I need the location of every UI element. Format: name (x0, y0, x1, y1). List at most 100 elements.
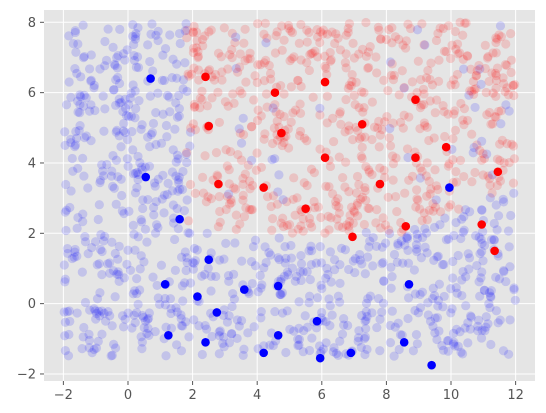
background-point-red (294, 38, 304, 48)
background-point-red (440, 131, 450, 142)
background-point-red (346, 81, 356, 91)
background-point-blue (477, 238, 487, 248)
background-point-red (189, 63, 199, 73)
background-point-red (312, 25, 322, 35)
background-point-red (491, 83, 501, 93)
background-point-red (375, 130, 385, 140)
background-point-red (193, 51, 203, 62)
background-point-blue (470, 102, 480, 113)
background-point-red (352, 200, 362, 210)
background-point-blue (100, 61, 110, 71)
background-point-blue (446, 308, 456, 318)
background-point-red (184, 71, 194, 81)
background-point-red (419, 40, 429, 50)
background-point-blue (140, 162, 150, 172)
blue-data-point (445, 183, 454, 192)
background-point-red (295, 130, 305, 141)
background-point-blue (247, 278, 257, 289)
background-point-blue (63, 351, 74, 361)
background-point-blue (413, 308, 423, 318)
background-point-red (290, 105, 301, 115)
background-point-red (277, 45, 287, 55)
background-point-blue (177, 321, 188, 331)
background-point-red (387, 38, 397, 48)
background-point-blue (73, 107, 83, 117)
background-point-red (182, 33, 192, 43)
background-point-red (491, 91, 501, 101)
background-point-blue (214, 327, 224, 337)
background-point-blue (307, 246, 317, 256)
background-point-blue (113, 72, 123, 83)
background-point-blue (402, 231, 413, 242)
background-point-red (341, 49, 351, 59)
background-point-blue (496, 119, 506, 129)
background-point-blue (100, 104, 110, 114)
background-point-blue (296, 259, 307, 269)
background-point-red (231, 224, 241, 235)
background-point-blue (509, 188, 519, 198)
background-point-red (491, 71, 501, 81)
background-point-blue (493, 211, 504, 221)
background-point-blue (473, 321, 483, 331)
background-point-blue (79, 51, 89, 62)
background-point-blue (339, 320, 349, 330)
background-point-red (346, 202, 357, 212)
background-point-red (226, 198, 236, 208)
background-point-blue (248, 242, 259, 252)
background-point-blue (103, 307, 113, 317)
background-point-red (229, 183, 239, 193)
background-point-red (495, 139, 505, 149)
background-point-red (417, 216, 427, 226)
background-point-red (250, 71, 260, 81)
background-point-blue (147, 127, 157, 138)
background-point-blue (79, 90, 89, 101)
background-point-blue (420, 40, 430, 50)
background-point-blue (130, 86, 140, 96)
background-point-blue (113, 267, 123, 277)
background-point-blue (110, 60, 120, 71)
background-point-red (243, 160, 253, 170)
background-point-red (293, 75, 303, 86)
background-point-red (419, 99, 429, 110)
background-point-red (419, 89, 429, 99)
background-point-red (491, 37, 501, 48)
background-point-blue (84, 329, 94, 339)
background-point-blue (417, 232, 428, 243)
background-point-blue (443, 346, 453, 356)
background-point-red (372, 205, 382, 215)
background-point-blue (150, 326, 160, 337)
background-point-red (347, 70, 357, 80)
background-point-red (429, 133, 439, 143)
background-point-red (480, 40, 490, 50)
background-point-red (354, 134, 365, 144)
background-point-blue (60, 140, 70, 150)
background-point-red (228, 89, 238, 99)
background-point-blue (142, 315, 153, 325)
background-point-red (260, 129, 270, 139)
background-point-red (241, 203, 251, 213)
background-point-blue (94, 311, 105, 321)
background-point-red (318, 25, 329, 35)
background-point-blue (447, 304, 457, 314)
background-point-blue (337, 329, 348, 339)
background-point-red (497, 135, 507, 145)
background-point-red (193, 52, 203, 63)
background-point-blue (133, 232, 143, 242)
background-point-red (333, 194, 343, 204)
background-point-blue (143, 323, 153, 333)
background-point-red (472, 66, 482, 76)
background-point-red (345, 216, 355, 227)
background-point-blue (428, 283, 438, 293)
background-point-blue (65, 202, 75, 213)
background-point-red (462, 115, 473, 126)
background-point-red (455, 155, 466, 166)
x-axis-ticks: −2 0 2 4 6 8 10 12 (54, 381, 524, 403)
background-point-blue (275, 289, 285, 299)
background-point-blue (189, 315, 199, 325)
background-point-red (221, 204, 231, 215)
background-point-red (352, 171, 363, 182)
background-point-blue (60, 277, 70, 287)
background-point-red (315, 27, 326, 37)
background-point-blue (360, 349, 370, 360)
